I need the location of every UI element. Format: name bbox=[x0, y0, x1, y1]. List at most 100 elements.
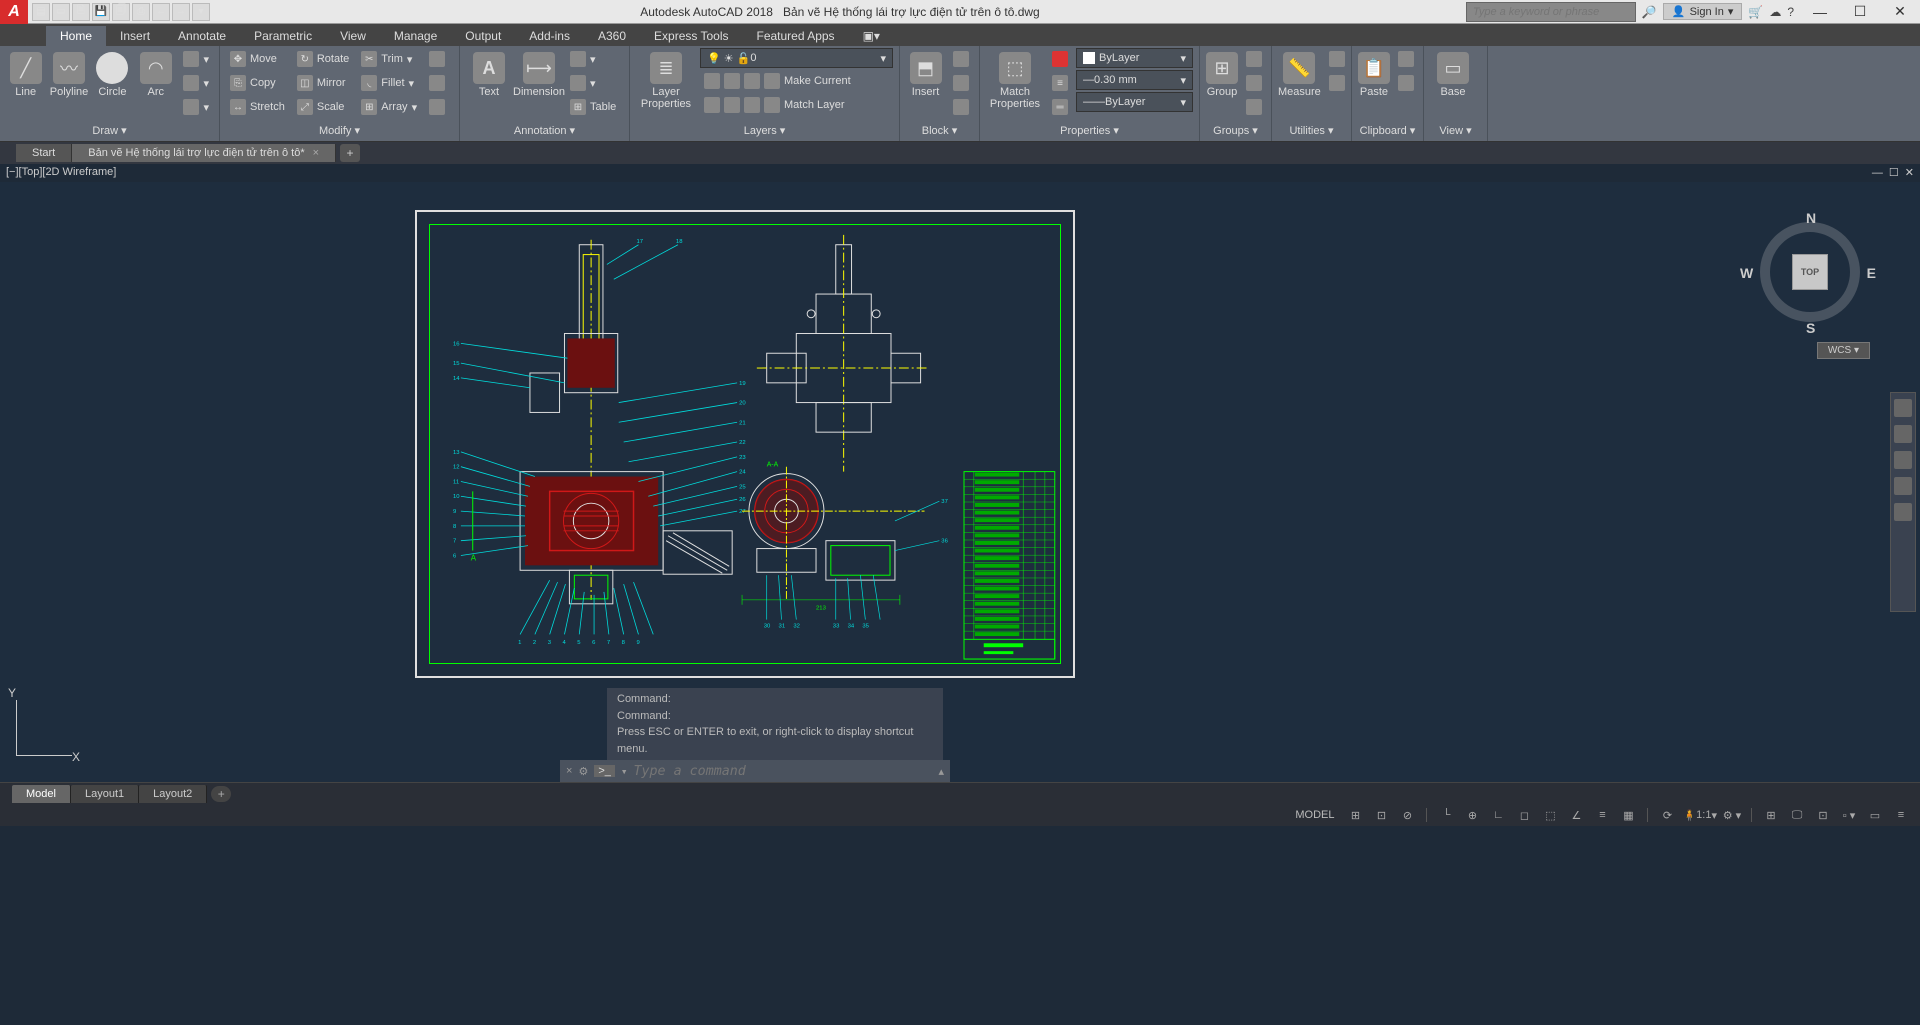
paste-button[interactable]: 📋Paste bbox=[1358, 48, 1390, 98]
status-3dosnap[interactable]: ⬚ bbox=[1539, 806, 1561, 824]
panel-props-title[interactable]: Properties ▾ bbox=[986, 122, 1193, 139]
status-lw[interactable]: ≡ bbox=[1591, 806, 1613, 824]
mirror-button[interactable]: ◫Mirror bbox=[293, 72, 353, 94]
vp-close-icon[interactable]: ✕ bbox=[1905, 167, 1914, 179]
grp-2[interactable] bbox=[1242, 72, 1266, 94]
panel-layers-title[interactable]: Layers ▾ bbox=[636, 122, 893, 139]
compass-s[interactable]: S bbox=[1806, 320, 1815, 336]
status-cycle[interactable]: ⟳ bbox=[1656, 806, 1678, 824]
modify-misc-3[interactable] bbox=[425, 96, 449, 118]
compass-w[interactable]: W bbox=[1740, 265, 1753, 281]
viewcube[interactable]: TOP N E S W bbox=[1750, 212, 1870, 332]
line-button[interactable]: ╱Line bbox=[6, 48, 45, 98]
compass-e[interactable]: E bbox=[1867, 265, 1876, 281]
copy2-btn[interactable] bbox=[1394, 72, 1418, 94]
exchange-icon[interactable]: 🛒 bbox=[1748, 5, 1763, 19]
orbit-icon[interactable] bbox=[1894, 477, 1912, 495]
arc-button[interactable]: ◠Arc bbox=[136, 48, 175, 98]
copy-button[interactable]: ⎘Copy bbox=[226, 72, 289, 94]
match-layer-button[interactable]: Match Layer bbox=[700, 94, 893, 116]
full-nav-icon[interactable] bbox=[1894, 399, 1912, 417]
fillet-button[interactable]: ◟Fillet ▾ bbox=[357, 72, 421, 94]
lineweight-combo[interactable]: — 0.30 mm▾ bbox=[1076, 70, 1193, 90]
status-monitor[interactable]: 🖵 bbox=[1786, 806, 1808, 824]
polyline-button[interactable]: 〰Polyline bbox=[49, 48, 88, 98]
group-button[interactable]: ⊞Group bbox=[1206, 48, 1238, 98]
tab-a360[interactable]: A360 bbox=[584, 26, 640, 46]
showmotion-icon[interactable] bbox=[1894, 503, 1912, 521]
panel-clip-title[interactable]: Clipboard ▾ bbox=[1358, 122, 1417, 139]
qat-btn[interactable]: ⎙ bbox=[132, 3, 150, 21]
leader-button[interactable]: ▾ bbox=[566, 48, 620, 70]
linetype-combo[interactable]: —— ByLayer▾ bbox=[1076, 92, 1193, 112]
maximize-button[interactable]: ☐ bbox=[1840, 1, 1880, 23]
status-infer[interactable]: ⊘ bbox=[1396, 806, 1418, 824]
status-annot[interactable]: 🧍 1:1 ▾ bbox=[1682, 806, 1717, 824]
help-icon[interactable]: ? bbox=[1787, 5, 1794, 19]
ann-misc[interactable]: ▾ bbox=[566, 72, 620, 94]
util-1[interactable] bbox=[1325, 48, 1349, 70]
zoom-icon[interactable] bbox=[1894, 451, 1912, 469]
trim-button[interactable]: ✂Trim ▾ bbox=[357, 48, 421, 70]
infocenter-icon[interactable]: 🔎 bbox=[1642, 5, 1657, 19]
rotate-button[interactable]: ↻Rotate bbox=[293, 48, 353, 70]
pan-icon[interactable] bbox=[1894, 425, 1912, 443]
grp-3[interactable] bbox=[1242, 96, 1266, 118]
util-2[interactable] bbox=[1325, 72, 1349, 94]
circle-button[interactable]: Circle bbox=[93, 48, 132, 98]
tab-output[interactable]: Output bbox=[451, 26, 515, 46]
panel-modify-title[interactable]: Modify ▾ bbox=[226, 122, 453, 139]
dimension-button[interactable]: ⟼Dimension bbox=[516, 48, 562, 98]
command-line[interactable]: × ⚙ >_▾ ▴ bbox=[560, 760, 950, 782]
status-grid[interactable]: ⊞ bbox=[1344, 806, 1366, 824]
app-logo[interactable]: A bbox=[0, 0, 28, 24]
tab-view[interactable]: View bbox=[326, 26, 380, 46]
tab-manage[interactable]: Manage bbox=[380, 26, 451, 46]
prop-line[interactable]: ≡ bbox=[1048, 72, 1072, 94]
status-iso[interactable]: ∟ bbox=[1487, 806, 1509, 824]
match-props-button[interactable]: ⬚Match Properties bbox=[986, 48, 1044, 110]
prop-color[interactable] bbox=[1048, 48, 1072, 70]
draw-misc-3[interactable]: ▾ bbox=[179, 96, 213, 118]
qat-undo[interactable]: ← bbox=[152, 3, 170, 21]
status-otrack[interactable]: ∠ bbox=[1565, 806, 1587, 824]
qat-redo[interactable]: → bbox=[172, 3, 190, 21]
cmd-expand-icon[interactable]: ▴ bbox=[938, 765, 944, 778]
status-snap[interactable]: ⊡ bbox=[1370, 806, 1392, 824]
status-hw[interactable]: ⊡ bbox=[1812, 806, 1834, 824]
tab-express[interactable]: Express Tools bbox=[640, 26, 742, 46]
help-search-input[interactable] bbox=[1466, 2, 1636, 22]
new-doc-button[interactable]: + bbox=[340, 144, 360, 162]
wcs-dropdown[interactable]: WCS ▾ bbox=[1817, 342, 1870, 359]
panel-draw-title[interactable]: Draw ▾ bbox=[6, 122, 213, 139]
text-button[interactable]: AText bbox=[466, 48, 512, 98]
qat-btn[interactable]: 💾 bbox=[92, 3, 110, 21]
block-attr[interactable] bbox=[949, 96, 973, 118]
tab-home[interactable]: Home bbox=[46, 26, 106, 46]
tab-addins[interactable]: Add-ins bbox=[515, 26, 584, 46]
status-gear[interactable]: ⚙ ▾ bbox=[1721, 806, 1743, 824]
qat-btn[interactable]: 🗐 bbox=[112, 3, 130, 21]
tab-annotate[interactable]: Annotate bbox=[164, 26, 240, 46]
compass-n[interactable]: N bbox=[1806, 210, 1816, 226]
panel-ann-title[interactable]: Annotation ▾ bbox=[466, 122, 623, 139]
status-iso2[interactable]: ▫ ▾ bbox=[1838, 806, 1860, 824]
panel-view-title[interactable]: View ▾ bbox=[1430, 122, 1481, 139]
signin-button[interactable]: 👤Sign In▾ bbox=[1663, 3, 1742, 20]
status-transp[interactable]: ▦ bbox=[1617, 806, 1639, 824]
block-edit[interactable] bbox=[949, 72, 973, 94]
layer-properties-button[interactable]: ≣Layer Properties bbox=[636, 48, 696, 110]
modify-misc-1[interactable] bbox=[425, 48, 449, 70]
layout-model[interactable]: Model bbox=[12, 785, 71, 803]
panel-util-title[interactable]: Utilities ▾ bbox=[1278, 122, 1345, 139]
tab-parametric[interactable]: Parametric bbox=[240, 26, 326, 46]
modify-misc-2[interactable] bbox=[425, 72, 449, 94]
close-icon[interactable]: × bbox=[313, 147, 319, 159]
qat-more[interactable]: ▾ bbox=[192, 3, 210, 21]
viewport-label[interactable]: [−][Top][2D Wireframe] bbox=[6, 166, 116, 180]
color-combo[interactable]: ByLayer▾ bbox=[1076, 48, 1193, 68]
qat-btn[interactable]: ▭ bbox=[52, 3, 70, 21]
panel-groups-title[interactable]: Groups ▾ bbox=[1206, 122, 1265, 139]
add-layout-button[interactable]: + bbox=[211, 786, 231, 802]
grp-1[interactable] bbox=[1242, 48, 1266, 70]
